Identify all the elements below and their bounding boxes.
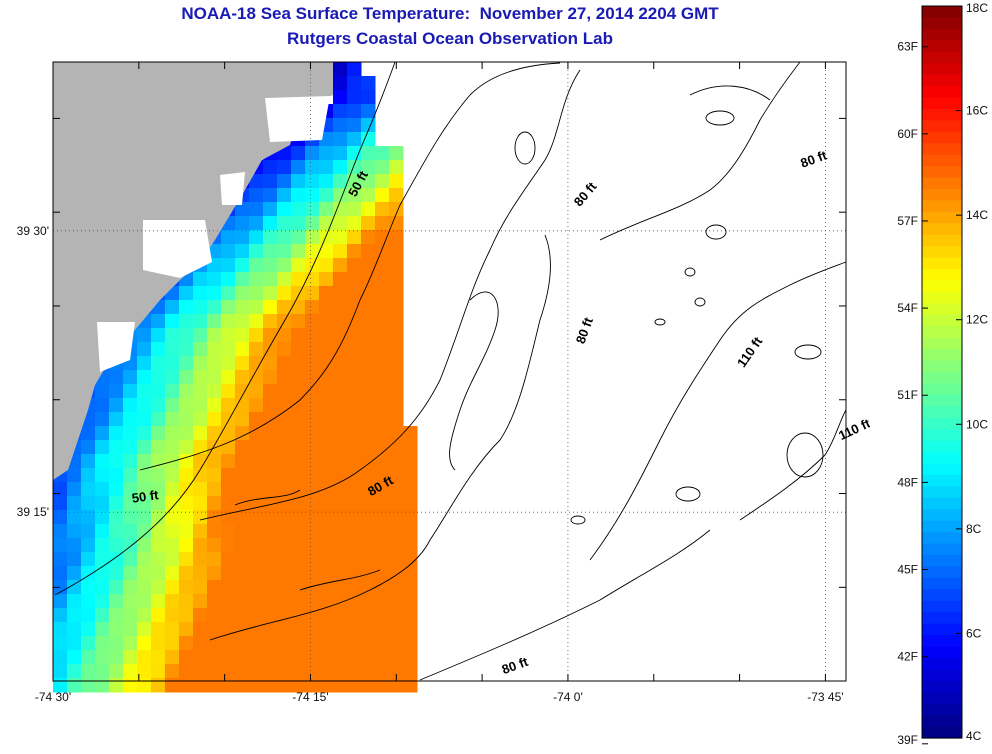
colorbar-fahrenheit-label: 45F — [897, 563, 918, 577]
colorbar-celsius-label: 14C — [966, 208, 988, 222]
lon-tick-label: -74 0' — [553, 690, 583, 704]
colorbar-celsius-label: 6C — [966, 626, 982, 640]
colorbar-celsius-label: 10C — [966, 417, 988, 431]
lon-tick-label: -74 30' — [35, 690, 71, 704]
axis-ticks — [52, 62, 846, 681]
colorbar-celsius-label: 8C — [966, 522, 982, 536]
plot-frame — [52, 61, 847, 682]
colorbar-fahrenheit-label: 63F — [897, 40, 918, 54]
colorbar-gradient — [922, 6, 962, 739]
colorbar-fahrenheit-label: 42F — [897, 650, 918, 664]
lat-tick-label: 39 15' — [17, 505, 49, 519]
colorbar-fahrenheit-label: 51F — [897, 388, 918, 402]
lon-tick-label: -74 15' — [292, 690, 328, 704]
colorbar-celsius-label: 4C — [966, 729, 982, 743]
colorbar-fahrenheit-label: 60F — [897, 127, 918, 141]
colorbar-celsius-label: 12C — [966, 313, 988, 327]
colorbar-celsius-label: 16C — [966, 104, 988, 118]
colorbar-fahrenheit-label: 39F — [897, 733, 918, 747]
colorbar-celsius-label: 18C — [966, 1, 988, 15]
graticule — [52, 62, 846, 681]
lon-tick-label: -73 45' — [807, 690, 843, 704]
colorbar-fahrenheit-label: 57F — [897, 214, 918, 228]
no-data-pockets — [97, 96, 330, 372]
colorbar-frame — [921, 5, 963, 739]
chart-subtitle: Rutgers Coastal Ocean Observation Lab — [287, 29, 613, 48]
contour-label: 50 ft — [131, 487, 160, 506]
chart-title: NOAA-18 Sea Surface Temperature: Novembe… — [181, 4, 719, 23]
land-mask — [53, 62, 333, 480]
colorbar-fahrenheit-label: 54F — [897, 301, 918, 315]
bathymetry-contours — [54, 61, 847, 681]
lat-tick-label: 39 30' — [17, 224, 49, 238]
sst-raster — [53, 62, 418, 693]
colorbar-fahrenheit-label: 48F — [897, 475, 918, 489]
